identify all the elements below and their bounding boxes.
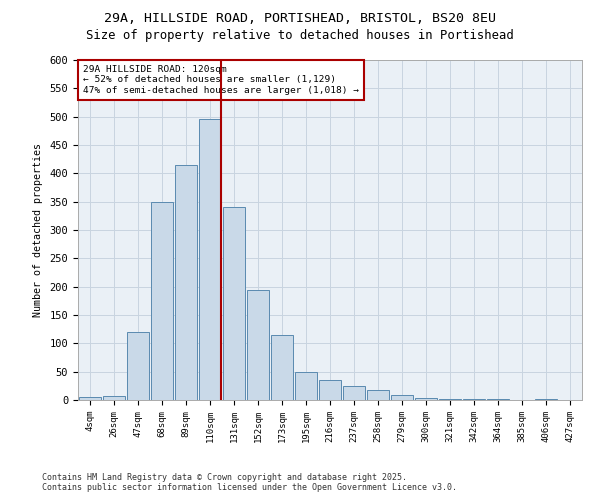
Bar [391,396,413,400]
Bar [247,290,269,400]
Bar [319,380,341,400]
Y-axis label: Number of detached properties: Number of detached properties [32,143,43,317]
Bar [223,208,245,400]
Bar [199,120,221,400]
Bar [463,399,485,400]
Bar [175,165,197,400]
Bar [415,398,437,400]
Bar [367,390,389,400]
Bar [103,396,125,400]
Text: 29A HILLSIDE ROAD: 120sqm
← 52% of detached houses are smaller (1,129)
47% of se: 29A HILLSIDE ROAD: 120sqm ← 52% of detac… [83,65,359,95]
Bar [271,335,293,400]
Bar [343,386,365,400]
Bar [295,372,317,400]
Bar [79,397,101,400]
Bar [439,399,461,400]
Text: Size of property relative to detached houses in Portishead: Size of property relative to detached ho… [86,29,514,42]
Bar [535,399,557,400]
Text: Contains HM Land Registry data © Crown copyright and database right 2025.
Contai: Contains HM Land Registry data © Crown c… [42,473,457,492]
Bar [151,202,173,400]
Text: 29A, HILLSIDE ROAD, PORTISHEAD, BRISTOL, BS20 8EU: 29A, HILLSIDE ROAD, PORTISHEAD, BRISTOL,… [104,12,496,26]
Bar [127,332,149,400]
